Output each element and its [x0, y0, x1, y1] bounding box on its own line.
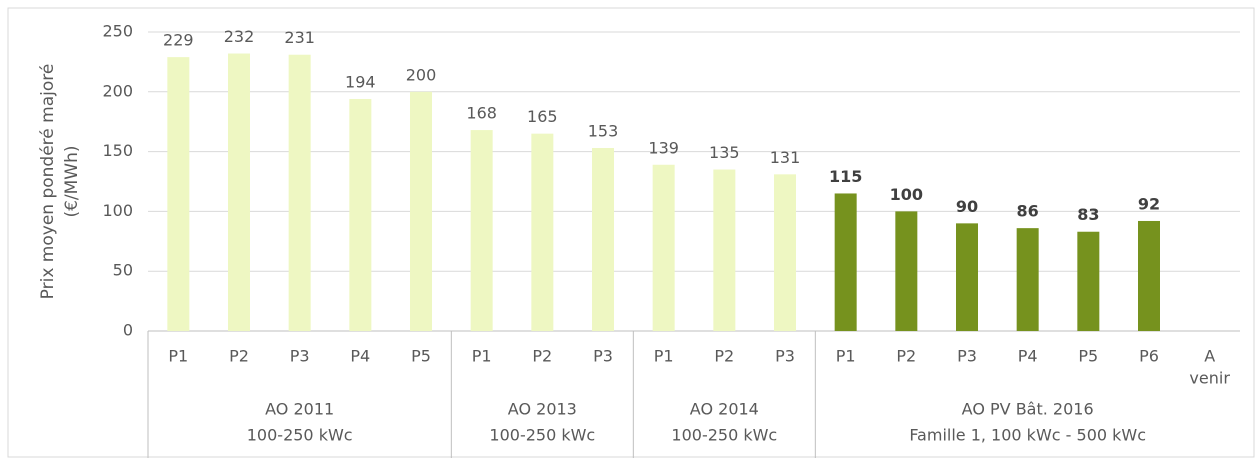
data-label: 92: [1138, 194, 1160, 213]
x-tick-label: P4: [1018, 347, 1038, 366]
bar: [592, 148, 614, 331]
data-label: 200: [406, 65, 437, 84]
bar: [228, 53, 250, 331]
x-tick-label: P5: [411, 347, 431, 366]
chart-border: [7, 7, 1255, 458]
x-tick-label: P2: [896, 347, 916, 366]
y-tick-label: 0: [123, 321, 133, 340]
group-label: AO 2013: [508, 400, 577, 419]
data-label: 115: [829, 167, 862, 186]
x-tick-label: P4: [350, 347, 370, 366]
group-label: AO PV Bât. 2016: [962, 400, 1094, 419]
x-tick-label: P1: [836, 347, 856, 366]
y-axis-label: Prix moyen pondéré majoré: [38, 64, 58, 300]
x-tick-label: P3: [593, 347, 613, 366]
bar: [956, 223, 978, 331]
group-label: 100-250 kWc: [489, 426, 595, 445]
x-tick-label: P3: [957, 347, 977, 366]
data-label: 194: [345, 72, 376, 91]
y-tick-label: 50: [113, 261, 133, 280]
x-tick-label: A: [1204, 347, 1215, 366]
bar: [713, 169, 736, 331]
bar: [470, 130, 493, 331]
bar: [167, 57, 190, 332]
data-label: 83: [1077, 205, 1099, 224]
group-label: Famille 1, 100 kWc - 500 kWc: [909, 426, 1146, 445]
data-label: 86: [1017, 202, 1039, 221]
group-label: 100-250 kWc: [247, 426, 353, 445]
y-tick-label: 100: [102, 201, 133, 220]
bar: [349, 98, 372, 331]
y-axis-label: (€/MWh): [62, 145, 82, 217]
data-label: 232: [224, 27, 255, 46]
x-tick-label: P3: [290, 347, 310, 366]
x-tick-label: P3: [775, 347, 795, 366]
x-tick-label: P5: [1078, 347, 1098, 366]
bar: [531, 133, 554, 331]
data-label: 135: [709, 143, 740, 162]
bar: [834, 193, 857, 331]
x-tick-label: P2: [532, 347, 552, 366]
data-label: 153: [588, 122, 619, 141]
x-tick-label: venir: [1189, 369, 1230, 388]
x-tick-label: P2: [229, 347, 249, 366]
bar: [410, 91, 432, 331]
bar: [1016, 228, 1039, 331]
y-tick-label: 200: [102, 81, 133, 100]
data-label: 229: [163, 31, 194, 50]
data-label: 168: [466, 104, 497, 123]
data-label: 90: [956, 197, 978, 216]
y-tick-label: 250: [102, 22, 133, 41]
x-tick-label: P1: [168, 347, 188, 366]
data-label: 231: [284, 28, 315, 47]
bar: [895, 211, 918, 331]
group-label: 100-250 kWc: [671, 426, 777, 445]
bar: [774, 174, 796, 331]
bar: [1077, 231, 1100, 331]
data-label: 131: [770, 148, 801, 167]
x-tick-label: P2: [714, 347, 734, 366]
data-label: 139: [648, 138, 679, 157]
x-tick-label: P1: [472, 347, 492, 366]
group-label: AO 2014: [690, 400, 759, 419]
bar: [652, 164, 675, 331]
group-label: AO 2011: [265, 400, 334, 419]
x-tick-label: P6: [1139, 347, 1159, 366]
bar: [1138, 220, 1160, 331]
data-label: 100: [890, 185, 923, 204]
bar: [288, 54, 311, 331]
y-tick-label: 150: [102, 141, 133, 160]
x-tick-label: P1: [654, 347, 674, 366]
data-label: 165: [527, 107, 558, 126]
